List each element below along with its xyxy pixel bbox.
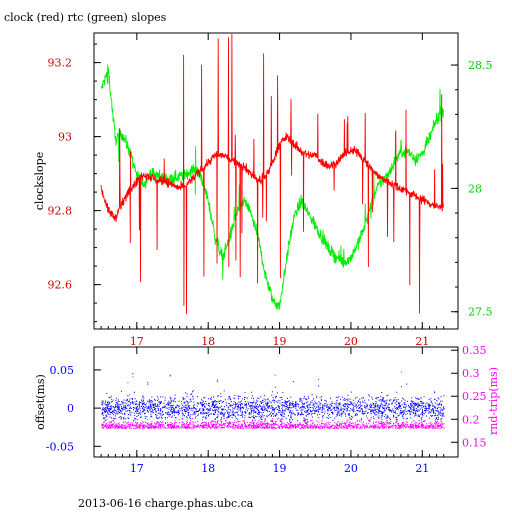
upper-x-tick-label: 17 (130, 335, 144, 348)
lower-y-tick-label: 0 (67, 402, 74, 415)
clock-series-line (100, 34, 444, 315)
upper-axes-group: 17 18 19 20 21 92.6 92.8 93 93.2 27.5 28 28.5 (48, 33, 493, 348)
roundtrip-scatter-points (101, 371, 445, 429)
lower-y-tick-label: 0.05 (50, 364, 75, 377)
clock-rtc-panel: clockslope 17 18 19 20 21 92.6 92.8 93 93.2 27.5 2… (33, 32, 493, 348)
lower-x-tick-label: 18 (201, 462, 215, 475)
upper-y-axis-label: clockslope (33, 152, 46, 210)
lower-y2-tick-label: 0.2 (462, 413, 480, 426)
lower-y-tick-label: -0.05 (46, 440, 74, 453)
lower-x-tick-label: 17 (130, 462, 144, 475)
upper-y2-tick-label: 27.5 (468, 306, 493, 319)
lower-y2-axis-label: rnd-trip(ms) (487, 367, 500, 435)
upper-plot-frame (93, 32, 459, 330)
chart-title: clock (red) rtc (green) slopes (4, 11, 167, 24)
offset-scatter-points (101, 373, 445, 427)
lower-y2-tick-label: 0.25 (462, 390, 487, 403)
upper-series-group (100, 34, 444, 315)
lower-x-tick-label: 20 (344, 462, 358, 475)
lower-y2-tick-label: 0.15 (462, 436, 487, 449)
upper-y2-tick-label: 28.5 (468, 59, 493, 72)
lower-y2-tick-label: 0.35 (462, 344, 487, 357)
upper-y-tick-label: 92.6 (48, 279, 73, 292)
lower-x-tick-label: 19 (273, 462, 287, 475)
rtc-series-line (100, 64, 444, 310)
footer-date-host: 2013-06-16 charge.phas.ubc.ca (78, 497, 254, 510)
lower-x-tick-label: 21 (415, 462, 429, 475)
lower-axes-group: 17 18 19 20 21 -0.05 0 0.05 0.15 0.2 0.25 0.3 0.35 (46, 344, 487, 475)
lower-series-group (101, 371, 445, 429)
upper-y-tick-label: 92.8 (48, 205, 73, 218)
upper-y-tick-label: 93 (58, 131, 72, 144)
lower-y2-tick-label: 0.3 (462, 367, 480, 380)
lower-plot-frame (93, 346, 459, 458)
upper-x-tick-label: 21 (415, 335, 429, 348)
upper-y-tick-label: 93.2 (48, 57, 73, 70)
upper-x-tick-label: 19 (273, 335, 287, 348)
upper-y2-tick-label: 28 (468, 182, 482, 195)
upper-x-tick-label: 18 (201, 335, 215, 348)
lower-y-axis-label: offset(ms) (34, 374, 47, 430)
offset-roundtrip-panel: offset(ms) rnd-trip(ms) 17 18 19 20 21 -0.05 0… (34, 344, 500, 475)
upper-x-tick-label: 20 (344, 335, 358, 348)
